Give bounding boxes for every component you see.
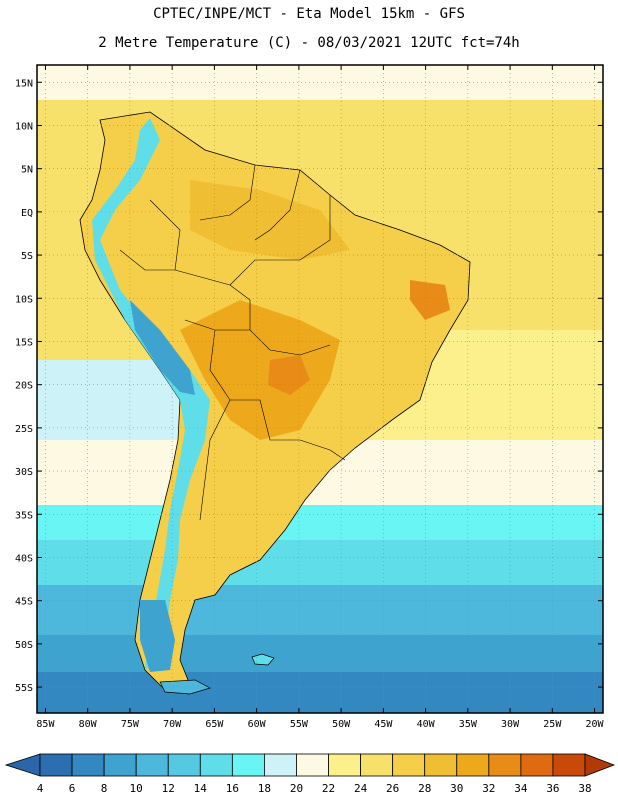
hot-zone-northeast (410, 280, 450, 320)
ocean-coldest-band (37, 672, 603, 713)
hot-zone-core (268, 355, 310, 395)
lat-tick-label: 5S (21, 251, 33, 262)
colorbar-label: 22 (322, 782, 335, 795)
colorbar-swatch (392, 753, 426, 777)
colorbar-swatch (71, 753, 105, 777)
graticule (37, 65, 603, 713)
lon-tick-label: 85W (36, 719, 55, 730)
ocean-colder-band (37, 540, 603, 590)
colorbar-swatch (39, 753, 73, 777)
lon-tick-label: 55W (290, 719, 309, 730)
lat-tick-label: 45S (15, 597, 33, 608)
colorbar-label: 14 (194, 782, 208, 795)
lon-tick-label: 75W (121, 719, 140, 730)
latitude-ticks: 15N 10N 5N EQ 5S 10S 15S 20S 25S 30S 35S 40S 45S 50S 5… (15, 78, 603, 694)
colorbar-swatch (328, 753, 361, 777)
map-title-line2: 2 Metre Temperature (C) - 08/03/2021 12U… (98, 35, 520, 51)
lat-tick-label: EQ (21, 208, 33, 219)
country-borders (119, 164, 346, 521)
colorbar-label: 30 (450, 782, 463, 795)
lon-tick-label: 25W (543, 719, 562, 730)
colorbar-label: 12 (162, 782, 175, 795)
southern-tip-cold (140, 600, 175, 672)
colorbar-swatch (424, 753, 458, 777)
map-frame (36, 64, 604, 714)
longitude-ticks: 85W 80W 75W 70W 65W 60W 55W 50W 45W 40W 35W 30W 25W 2… (36, 65, 605, 730)
lat-tick-label: 35S (15, 510, 33, 521)
colorbar-swatch (264, 753, 297, 777)
falkland-islands (251, 653, 275, 666)
colorbar-label: 24 (354, 782, 368, 795)
colorbar-label: 20 (290, 782, 303, 795)
colorbar-label: 18 (258, 782, 271, 795)
ocean-cold-band (37, 505, 603, 545)
lat-tick-label: 15S (15, 337, 33, 348)
lon-tick-label: 65W (205, 719, 224, 730)
lon-tick-label: 35W (459, 719, 478, 730)
lat-tick-label: 10S (15, 294, 33, 305)
hot-zone-central (180, 300, 340, 440)
colorbar-swatch (360, 753, 394, 777)
lon-tick-label: 70W (163, 719, 182, 730)
temperature-field (37, 65, 603, 713)
colorbar-label: 28 (418, 782, 431, 795)
colorbar-label: 32 (482, 782, 495, 795)
andes-highest (130, 300, 195, 395)
lon-tick-label: 80W (79, 719, 98, 730)
colorbar-label: 34 (514, 782, 528, 795)
colorbar-swatch (231, 753, 265, 777)
colorbar-swatch (520, 753, 554, 777)
colorbar-swatch (456, 753, 490, 777)
colorbar: 4 6 8 10 12 14 16 18 20 22 24 26 28 30 32 34 36 38 (4, 753, 616, 795)
andes-ridge (92, 118, 210, 670)
warm-zone-north (190, 180, 350, 260)
colorbar-swatch (167, 753, 201, 777)
ocean-cold-band-3 (37, 635, 603, 675)
colorbar-label: 6 (69, 782, 76, 795)
lat-tick-label: 20S (15, 381, 33, 392)
colorbar-swatch (552, 753, 586, 777)
lat-tick-label: 10N (15, 121, 33, 132)
colorbar-low-arrow (4, 753, 41, 777)
colorbar-swatch (135, 753, 169, 777)
colorbar-label: 10 (130, 782, 143, 795)
lon-tick-label: 50W (332, 719, 351, 730)
lat-tick-label: 30S (15, 467, 33, 478)
ocean-north-pale-band (37, 65, 603, 100)
lon-tick-label: 40W (417, 719, 436, 730)
colorbar-label: 38 (578, 782, 591, 795)
map-title-line1: CPTEC/INPE/MCT - Eta Model 15km - GFS (153, 6, 465, 22)
colorbar-label: 16 (226, 782, 239, 795)
lon-tick-label: 60W (248, 719, 267, 730)
colorbar-label: 8 (101, 782, 108, 795)
lat-tick-label: 5N (21, 165, 33, 176)
colorbar-swatch (296, 753, 329, 777)
colorbar-label: 26 (386, 782, 399, 795)
lat-tick-label: 40S (15, 553, 33, 564)
ocean-cold-band-2 (37, 585, 603, 640)
colorbar-swatch (488, 753, 522, 777)
lat-tick-label: 25S (15, 424, 33, 435)
lat-tick-label: 15N (15, 78, 33, 89)
lat-tick-label: 55S (15, 683, 33, 694)
lon-tick-label: 45W (374, 719, 393, 730)
colorbar-high-arrow (584, 753, 616, 777)
lat-tick-label: 50S (15, 640, 33, 651)
colorbar-label: 36 (546, 782, 559, 795)
colorbar-swatch (199, 753, 233, 777)
colorbar-swatch (103, 753, 137, 777)
lon-tick-label: 20W (586, 719, 605, 730)
lon-tick-label: 30W (501, 719, 520, 730)
colorbar-label: 4 (37, 782, 44, 795)
